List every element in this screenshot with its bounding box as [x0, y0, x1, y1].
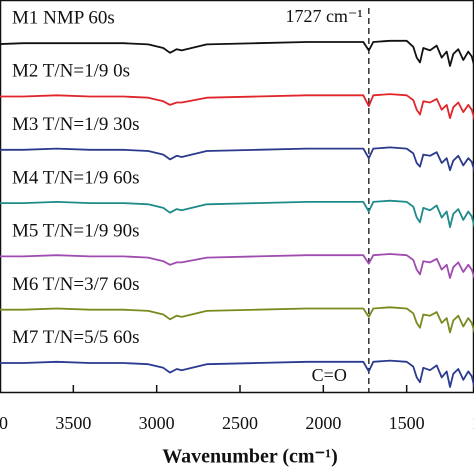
- series-label: M3 T/N=1/9 30s: [12, 114, 140, 135]
- spectrum-line: [0, 306, 474, 334]
- spectrum-line: [0, 199, 474, 229]
- spectrum-line: [0, 253, 474, 280]
- x-tick-label: 1500: [389, 413, 425, 433]
- x-tick-label: 3500: [55, 413, 91, 433]
- x-axis-label: Wavenumber (cm⁻¹): [162, 446, 338, 468]
- spectrum-line: [0, 39, 474, 69]
- x-tick-label: 1000: [472, 413, 474, 433]
- series-label: M5 T/N=1/9 90s: [12, 221, 140, 242]
- x-tick-label: 2500: [222, 413, 258, 433]
- spectrum-line: [0, 146, 474, 173]
- x-tick-label: 2000: [305, 413, 341, 433]
- x-tick-label: 3000: [139, 413, 175, 433]
- annotation: C=O: [312, 365, 347, 385]
- series-label: M7 T/N=5/5 60s: [12, 327, 140, 348]
- spectrum-line: [0, 359, 474, 390]
- annotation: 1727 cm⁻¹: [285, 6, 362, 26]
- series-label: M4 T/N=1/9 60s: [12, 167, 140, 188]
- series-label: M2 T/N=1/9 0s: [12, 61, 130, 82]
- series-label: M1 NMP 60s: [12, 7, 115, 28]
- spectrum-line: [0, 93, 474, 121]
- series-label: M6 T/N=3/7 60s: [12, 274, 140, 295]
- x-tick-label: 4000: [0, 413, 8, 433]
